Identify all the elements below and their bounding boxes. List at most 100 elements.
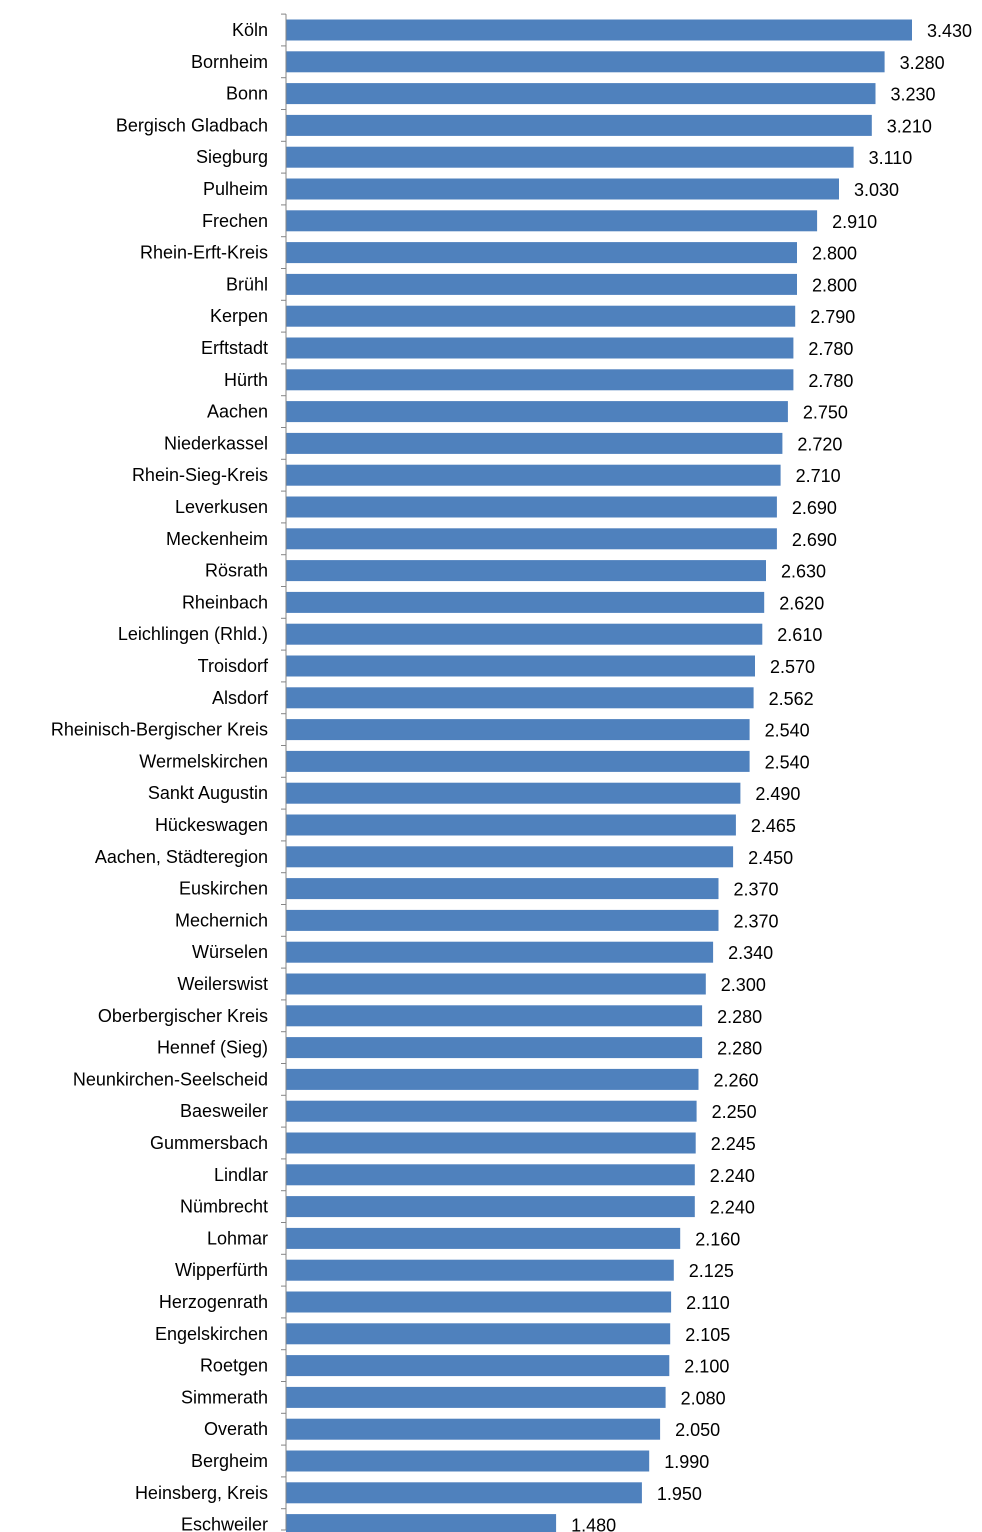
category-label: Pulheim (203, 179, 268, 199)
category-label: Simmerath (181, 1387, 268, 1407)
bar (286, 1418, 661, 1440)
bar (286, 1482, 642, 1504)
category-label: Bonn (226, 84, 268, 104)
category-label: Leverkusen (175, 497, 268, 517)
value-label: 2.570 (770, 657, 815, 677)
value-label: 2.280 (717, 1039, 762, 1059)
value-label: 2.540 (765, 752, 810, 772)
bar (286, 1450, 650, 1472)
bar (286, 464, 781, 486)
category-label: Wermelskirchen (139, 751, 268, 771)
category-label: Köln (232, 20, 268, 40)
bar (286, 814, 736, 836)
value-label: 2.450 (748, 848, 793, 868)
value-label: 2.690 (792, 530, 837, 550)
category-labels-group: Köln Bornheim Bonn Bergisch Gladbach Siegbur… (51, 20, 269, 1532)
category-label: Rheinisch-Bergischer Kreis (51, 720, 268, 740)
value-label: 2.780 (808, 371, 853, 391)
bar (286, 941, 714, 963)
value-label: 2.300 (721, 975, 766, 995)
value-label: 3.210 (887, 116, 932, 136)
value-label: 2.250 (712, 1102, 757, 1122)
bar (286, 623, 763, 645)
bar (286, 369, 794, 391)
bar (286, 1259, 674, 1281)
category-axis (281, 13, 287, 1531)
category-label: Roetgen (200, 1356, 268, 1376)
category-label: Engelskirchen (155, 1324, 268, 1344)
category-label: Rhein-Erft-Kreis (140, 243, 268, 263)
bar (286, 1514, 557, 1532)
value-label: 2.790 (810, 307, 855, 327)
category-label: Lindlar (214, 1165, 268, 1185)
category-label: Siegburg (196, 147, 268, 167)
category-label: Sankt Augustin (148, 783, 268, 803)
value-label: 2.910 (832, 212, 877, 232)
bar (286, 178, 839, 200)
bar (286, 146, 854, 168)
value-label: 2.370 (734, 911, 779, 931)
value-label: 2.105 (685, 1325, 730, 1345)
bar (286, 401, 788, 423)
category-label: Wipperfürth (175, 1260, 268, 1280)
category-label: Hürth (224, 370, 268, 390)
value-label: 2.080 (681, 1388, 726, 1408)
bar (286, 1132, 696, 1154)
category-label: Aachen (207, 402, 268, 422)
value-label: 2.240 (710, 1166, 755, 1186)
value-label: 2.280 (717, 1007, 762, 1027)
value-label: 2.620 (779, 593, 824, 613)
bar (286, 1323, 671, 1345)
category-label: Erftstadt (201, 338, 268, 358)
category-label: Brühl (226, 274, 268, 294)
bar (286, 591, 765, 613)
category-label: Frechen (202, 211, 268, 231)
bar (286, 273, 797, 295)
value-label: 2.610 (777, 625, 822, 645)
bar (286, 1068, 699, 1090)
category-label: Nümbrecht (180, 1197, 268, 1217)
value-label: 2.710 (796, 466, 841, 486)
category-label: Heinsberg, Kreis (135, 1483, 268, 1503)
value-label: 2.160 (695, 1229, 740, 1249)
value-label: 2.780 (808, 339, 853, 359)
value-label: 1.950 (657, 1484, 702, 1504)
value-label: 2.110 (686, 1293, 730, 1313)
bar (286, 114, 872, 136)
bar (286, 1227, 681, 1249)
value-label: 2.562 (769, 689, 814, 709)
value-label: 2.240 (710, 1198, 755, 1218)
category-label: Baesweiler (180, 1101, 268, 1121)
value-label: 3.110 (869, 148, 913, 168)
category-label: Aachen, Städteregion (95, 847, 268, 867)
value-label: 2.800 (812, 275, 857, 295)
bar (286, 909, 719, 931)
value-label: 3.230 (891, 85, 936, 105)
category-label: Mechernich (175, 910, 268, 930)
bar (286, 1100, 697, 1122)
category-label: Niederkassel (164, 433, 268, 453)
bar (286, 83, 876, 105)
bar (286, 1164, 695, 1186)
value-label: 2.340 (728, 943, 773, 963)
value-label: 2.370 (734, 880, 779, 900)
bar (286, 305, 796, 327)
value-label: 2.490 (755, 784, 800, 804)
category-label: Weilerswist (177, 974, 268, 994)
bar (286, 687, 754, 709)
value-label: 3.280 (900, 53, 945, 73)
category-label: Euskirchen (179, 879, 268, 899)
bar (286, 242, 797, 264)
value-label: 2.100 (684, 1357, 729, 1377)
category-label: Hückeswagen (155, 815, 268, 835)
bar (286, 337, 794, 359)
bar (286, 782, 741, 804)
value-label: 2.540 (765, 721, 810, 741)
value-label: 1.480 (571, 1516, 616, 1532)
value-label: 2.245 (711, 1134, 756, 1154)
value-label: 2.630 (781, 562, 826, 582)
value-label: 2.125 (689, 1261, 734, 1281)
category-label: Alsdorf (212, 688, 269, 708)
bar (286, 210, 818, 232)
